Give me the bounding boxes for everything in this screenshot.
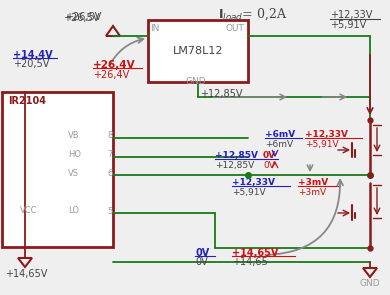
Text: HO: HO — [68, 150, 81, 159]
Text: VCC: VCC — [20, 206, 37, 215]
Text: +12,85V: +12,85V — [215, 151, 258, 160]
Text: VS: VS — [68, 169, 79, 178]
Text: 7: 7 — [107, 150, 112, 159]
Text: 0V: 0V — [263, 151, 276, 160]
Text: OUT: OUT — [225, 24, 244, 33]
Text: +6mV: +6mV — [265, 140, 293, 149]
Text: +26,5V: +26,5V — [63, 13, 99, 23]
Text: IR2104: IR2104 — [8, 96, 46, 106]
Text: +12,33V: +12,33V — [305, 130, 348, 139]
Text: +26,4V: +26,4V — [93, 60, 136, 70]
Text: +3mV: +3mV — [298, 178, 328, 187]
Text: +14,4V: +14,4V — [13, 50, 53, 60]
Text: +12,33V: +12,33V — [330, 10, 372, 20]
Text: +14,65: +14,65 — [232, 257, 268, 267]
Text: $\mathbf{I}_{load}$= 0,2A: $\mathbf{I}_{load}$= 0,2A — [218, 7, 287, 22]
Text: +6mV: +6mV — [265, 130, 295, 139]
Text: +14,65V: +14,65V — [232, 248, 278, 258]
Text: 0V: 0V — [195, 248, 209, 258]
Text: +12,85V: +12,85V — [200, 89, 243, 99]
Text: VB: VB — [68, 131, 80, 140]
Text: +12,85V: +12,85V — [215, 161, 254, 170]
Text: +5,91V: +5,91V — [330, 20, 366, 30]
Text: +26,4V: +26,4V — [93, 70, 129, 80]
FancyBboxPatch shape — [148, 20, 248, 82]
Text: +12,33V: +12,33V — [232, 178, 275, 187]
Text: +26,5V: +26,5V — [65, 12, 101, 22]
Text: LO: LO — [68, 206, 79, 215]
Text: +3mV: +3mV — [298, 188, 326, 197]
FancyBboxPatch shape — [2, 92, 113, 247]
Text: 0V: 0V — [263, 161, 275, 170]
Text: +5,91V: +5,91V — [232, 188, 266, 197]
Text: 5: 5 — [107, 207, 112, 216]
Text: LM78L12: LM78L12 — [173, 46, 223, 56]
Text: GND: GND — [360, 279, 380, 288]
Text: +14,65V: +14,65V — [5, 269, 47, 279]
Text: 8: 8 — [107, 131, 112, 140]
Text: GND: GND — [185, 77, 206, 86]
Text: +20,5V: +20,5V — [13, 59, 50, 69]
Text: 0V: 0V — [195, 257, 208, 267]
Text: 6: 6 — [107, 169, 112, 178]
Text: +5,91V: +5,91V — [305, 140, 339, 149]
Text: IN: IN — [150, 24, 160, 33]
